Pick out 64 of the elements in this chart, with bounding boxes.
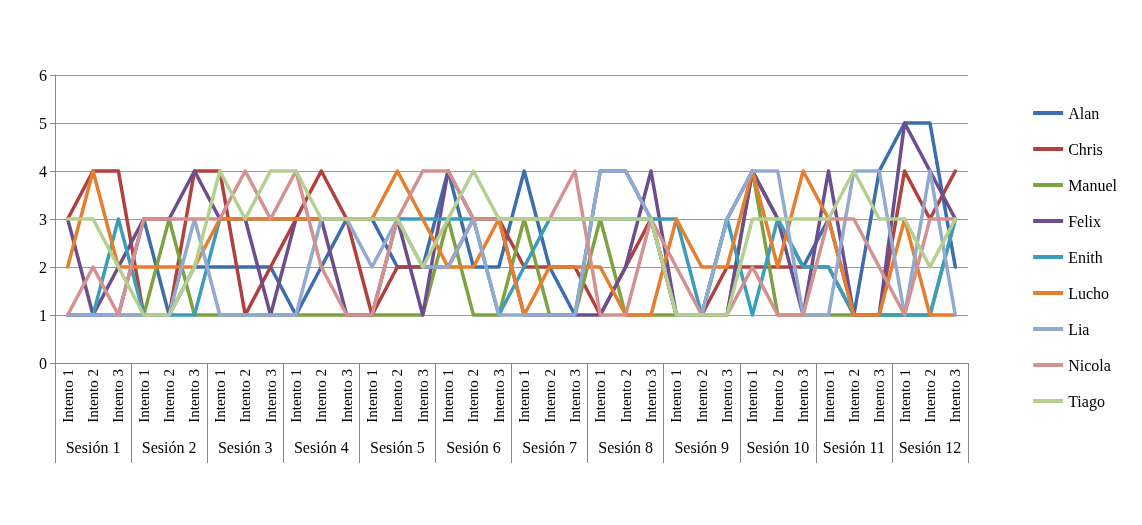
x-tick-label: Intento 2: [85, 369, 102, 423]
x-tick-label: Intento 1: [59, 369, 76, 423]
x-tick-label: Intento 2: [693, 369, 710, 423]
x-tick-label: Intento 1: [820, 369, 837, 423]
text: Sesión 5: [370, 438, 425, 456]
x-tick-label: Intento 3: [186, 369, 203, 423]
legend-label: Felix: [1068, 212, 1102, 230]
x-tick-label: Intento 1: [592, 369, 609, 423]
x-tick-label: Intento 2: [921, 369, 938, 423]
legend-label: Chris: [1068, 140, 1103, 158]
text: Sesión 4: [293, 438, 349, 456]
legend-label: Nicola: [1068, 356, 1111, 374]
legend-label: Lia: [1068, 320, 1090, 338]
x-tick-label: Intento 3: [871, 369, 888, 423]
legend-label: Tiago: [1068, 392, 1105, 411]
x-tick-label: Intento 1: [287, 369, 304, 423]
text: Sesión 9: [674, 438, 730, 456]
x-tick-label: Intento 2: [161, 369, 178, 423]
x-tick-label: Intento 2: [389, 369, 406, 423]
x-tick-label: Intento 1: [211, 369, 228, 423]
x-tick-label: Intento 3: [338, 369, 355, 423]
x-tick-label: Intento 3: [642, 369, 659, 423]
x-tick-label: Intento 1: [440, 369, 457, 423]
x-tick-label: Intento 3: [947, 369, 964, 423]
x-tick-label: Intento 1: [744, 369, 761, 423]
legend-label: Manuel: [1068, 176, 1118, 194]
x-tick-label: Intento 3: [110, 369, 127, 423]
legend-label: Lucho: [1068, 284, 1109, 302]
legend-label: Enith: [1068, 248, 1103, 266]
x-tick-label: Intento 2: [465, 369, 482, 423]
x-tick-label: Intento 1: [135, 369, 152, 423]
text: Sesión 10: [746, 438, 810, 456]
x-tick-label: Intento 3: [719, 369, 736, 423]
x-tick-label: Intento 3: [262, 369, 279, 423]
text: Sesión 3: [217, 438, 273, 456]
x-tick-label: Intento 2: [313, 369, 330, 423]
y-tick-label: 5: [39, 114, 47, 132]
y-tick-label: 4: [39, 162, 47, 180]
text: Sesión 12: [898, 438, 962, 456]
x-tick-label: Intento 2: [541, 369, 558, 423]
y-tick-label: 3: [39, 210, 47, 228]
text: Sesión 1: [65, 438, 121, 456]
x-tick-label: Intento 3: [795, 369, 812, 423]
x-tick-label: Intento 3: [566, 369, 583, 423]
x-tick-label: Intento 2: [237, 369, 254, 423]
text: Sesión 7: [522, 438, 577, 456]
text: Sesión 11: [822, 438, 885, 456]
x-tick-label: Intento 1: [896, 369, 913, 423]
x-tick-label: Intento 3: [490, 369, 507, 423]
x-tick-label: Intento 3: [414, 369, 431, 423]
text: Sesión 8: [598, 438, 653, 456]
x-tick-label: Intento 2: [617, 369, 634, 423]
x-tick-label: Intento 1: [364, 369, 381, 423]
y-tick-label: 1: [39, 306, 47, 324]
x-tick-label: Intento 1: [668, 369, 685, 423]
text: Sesión 2: [141, 438, 197, 456]
y-tick-label: 0: [39, 354, 47, 372]
text: Sesión 6: [446, 438, 501, 456]
y-tick-label: 2: [39, 258, 47, 276]
x-tick-label: Intento 1: [516, 369, 533, 423]
x-tick-label: Intento 2: [845, 369, 862, 423]
x-tick-label: Intento 2: [769, 369, 786, 423]
legend-label: Alan: [1068, 104, 1100, 122]
y-tick-label: 6: [39, 66, 47, 84]
